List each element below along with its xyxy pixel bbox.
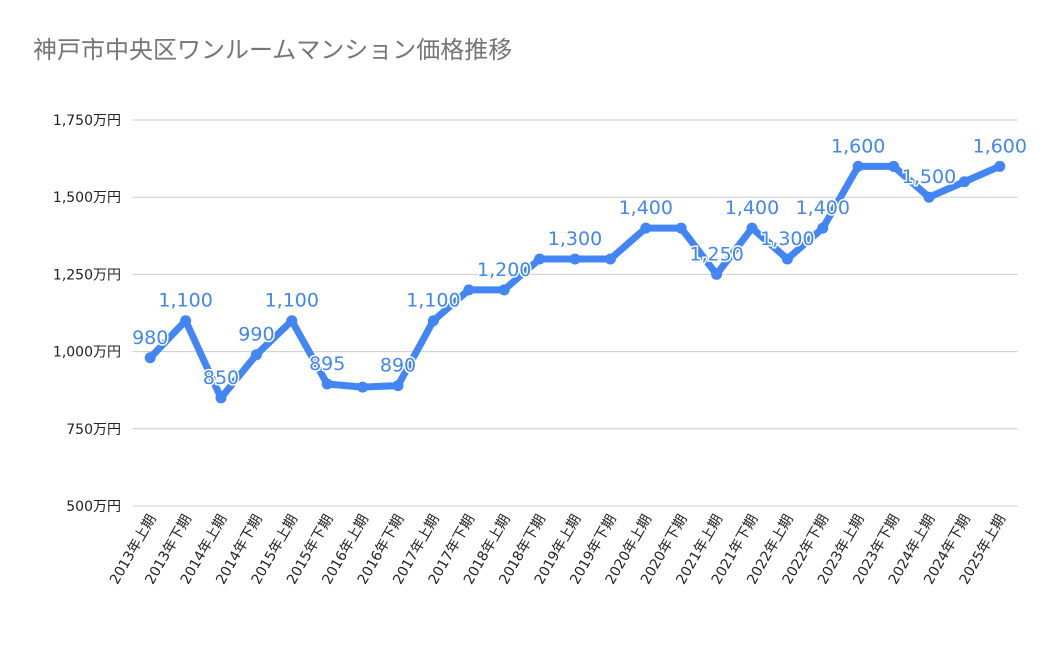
- data-point: [534, 253, 546, 265]
- data-label: 1,400: [796, 197, 850, 219]
- data-label: 1,100: [158, 290, 212, 312]
- data-point: [463, 284, 475, 296]
- data-point: [923, 191, 935, 203]
- data-point: [144, 352, 156, 364]
- y-tick-label: 1,000万円: [53, 345, 121, 361]
- data-point: [180, 315, 192, 327]
- data-label: 1,300: [760, 228, 814, 250]
- data-point: [958, 176, 970, 188]
- data-label: 895: [309, 353, 345, 375]
- series-line: [146, 162, 1004, 402]
- data-point: [675, 222, 687, 234]
- y-tick-label: 1,250万円: [53, 267, 121, 283]
- data-label: 850: [203, 367, 239, 389]
- x-axis-ticks: 2013年上期2013年下期2014年上期2014年下期2015年上期2015年…: [107, 512, 1009, 587]
- data-point: [392, 380, 404, 392]
- y-axis-ticks: 500万円 750万円 1,000万円 1,250万円 1,500万円 1,750万円: [53, 113, 121, 515]
- chart-title: 神戸市中央区ワンルームマンション価格推移: [33, 36, 512, 64]
- data-label: 1,400: [725, 197, 779, 219]
- data-label: 990: [238, 324, 274, 346]
- data-label: 1,250: [689, 243, 743, 265]
- data-label: 1,200: [477, 259, 531, 281]
- data-point: [888, 160, 900, 172]
- data-label: 1,600: [831, 135, 885, 157]
- data-point: [250, 349, 262, 361]
- series-price: [144, 160, 1006, 404]
- y-tick-label: 750万円: [66, 422, 121, 438]
- data-label: 1,100: [406, 290, 460, 312]
- data-point: [215, 392, 227, 404]
- y-tick-label: 500万円: [66, 499, 121, 515]
- gridlines: [132, 119, 1018, 507]
- data-point: [427, 315, 439, 327]
- data-point: [781, 253, 793, 265]
- data-label: 1,300: [548, 228, 602, 250]
- data-point: [321, 378, 333, 390]
- data-labels: 980 1,100 850 990 1,100 895 890 1,100 1,200 1,300…: [131, 134, 1029, 391]
- data-point: [746, 222, 758, 234]
- data-point: [817, 222, 829, 234]
- data-label: 1,500: [902, 166, 956, 188]
- data-label: 1,600: [973, 135, 1027, 157]
- data-point: [569, 253, 581, 265]
- y-tick-label: 1,500万円: [53, 190, 121, 206]
- data-point: [994, 160, 1006, 172]
- data-point: [604, 253, 616, 265]
- data-point: [286, 315, 298, 327]
- y-tick-label: 1,750万円: [53, 113, 121, 129]
- data-point: [711, 268, 723, 280]
- data-point: [498, 284, 510, 296]
- data-label: 980: [132, 327, 168, 349]
- data-point: [640, 222, 652, 234]
- data-label: 890: [380, 355, 416, 377]
- data-point: [852, 160, 864, 172]
- data-label: 1,100: [265, 290, 319, 312]
- data-label: 1,400: [619, 197, 673, 219]
- data-point: [357, 381, 369, 393]
